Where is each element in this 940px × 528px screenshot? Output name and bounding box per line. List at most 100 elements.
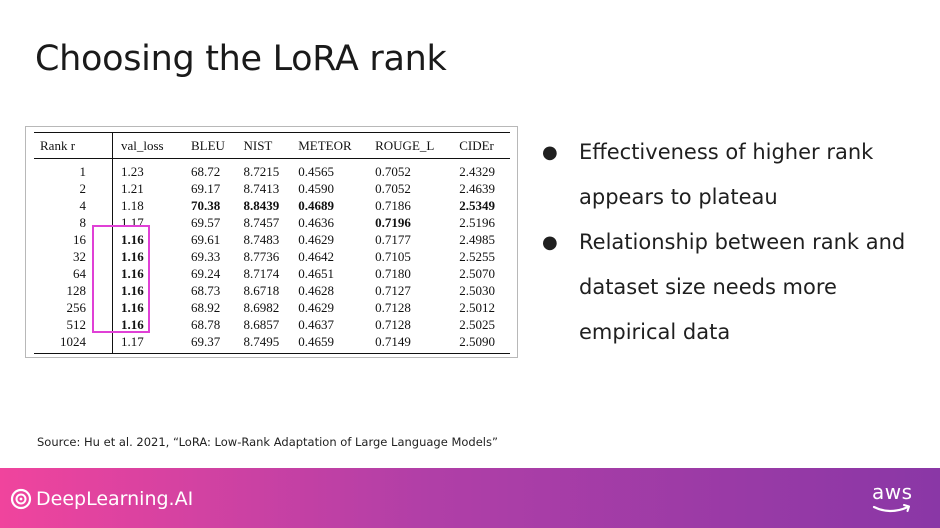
cell-val-loss: 1.23 [121,164,144,179]
bullet-item: ● Relationship between rank and dataset … [540,220,930,355]
cell-meteor: 0.4651 [298,266,334,281]
cell-rouge-l: 0.7186 [375,198,411,213]
cell-nist: 8.7495 [243,334,280,349]
cell-cider: 2.5070 [459,266,495,281]
cell-bleu: 69.57 [191,215,221,230]
cell-val-loss: 1.21 [121,181,144,196]
cell-rank: 1024 [34,333,113,354]
cell-cider: 2.4985 [459,232,495,247]
cell-nist: 8.7413 [243,181,280,196]
cell-meteor: 0.4642 [298,249,334,264]
bullet-dot-icon: ● [542,142,558,163]
cell-meteor: 0.4637 [298,317,334,332]
table-row: 16 1.16 69.61 8.7483 0.4629 0.7177 2.498… [34,231,510,248]
cell-bleu: 68.92 [191,300,221,315]
cell-rouge-l: 0.7149 [375,334,411,349]
cell-rouge-l: 0.7196 [371,214,455,231]
cell-cider: 2.5030 [459,283,495,298]
cell-meteor: 0.4565 [298,164,334,179]
table-header-row: Rank r val_loss BLEU NIST METEOR ROUGE_L… [34,132,510,159]
cell-val-loss-best: 1.16 [121,317,144,332]
cell-bleu: 69.33 [191,249,221,264]
cell-meteor: 0.4628 [298,283,334,298]
cell-cider: 2.4639 [459,181,495,196]
cell-rouge-l: 0.7128 [375,317,411,332]
cell-val-loss-best: 1.16 [121,232,144,247]
deeplearning-ai-logo: DeepLearning.AI [10,488,193,510]
cell-cider: 2.5012 [459,300,495,315]
cell-rank: 128 [34,282,113,299]
source-citation: Source: Hu et al. 2021, “LoRA: Low-Rank … [37,435,498,449]
table-row: 128 1.16 68.73 8.6718 0.4628 0.7127 2.50… [34,282,510,299]
table-row: 2 1.21 69.17 8.7413 0.4590 0.7052 2.4639 [34,180,510,197]
cell-val-loss: 1.16 [113,282,188,299]
cell-rank: 64 [34,265,113,282]
deeplearning-ai-icon [10,488,32,510]
cell-nist: 8.7736 [243,249,280,264]
table-row: 64 1.16 69.24 8.7174 0.4651 0.7180 2.507… [34,265,510,282]
cell-cider: 2.5349 [455,197,510,214]
cell-nist: 8.6857 [243,317,280,332]
cell-nist: 8.7483 [243,232,280,247]
cell-meteor: 0.4629 [298,232,334,247]
bullet-item: ● Effectiveness of higher rank appears t… [540,130,930,220]
cell-val-loss: 1.18 [121,198,144,213]
results-table-figure: Rank r val_loss BLEU NIST METEOR ROUGE_L… [25,126,518,358]
cell-meteor: 0.4636 [298,215,334,230]
cell-val-loss: 1.17 [121,215,144,230]
table-row: 1 1.23 68.72 8.7215 0.4565 0.7052 2.4329 [34,158,510,180]
cell-rouge-l-best: 0.7196 [375,215,411,230]
bullet-text: Relationship between rank and dataset si… [579,230,906,344]
header-meteor: METEOR [298,137,352,153]
cell-cider: 2.5090 [459,334,495,349]
bullet-list: ● Effectiveness of higher rank appears t… [540,130,930,355]
cell-rank: 16 [34,231,113,248]
cell-bleu: 69.17 [191,181,221,196]
cell-meteor: 0.4629 [298,300,334,315]
cell-nist: 8.7174 [243,266,280,281]
bullet-text: Effectiveness of higher rank appears to … [579,140,874,209]
cell-rank: 32 [34,248,113,265]
slide-title: Choosing the LoRA rank [35,39,447,80]
cell-meteor: 0.4689 [294,197,371,214]
header-cider: CIDEr [459,137,494,153]
header-rank: Rank r [34,132,113,159]
cell-val-loss: 1.16 [113,248,188,265]
cell-rouge-l: 0.7052 [375,181,411,196]
table-row: 512 1.16 68.78 8.6857 0.4637 0.7128 2.50… [34,316,510,333]
cell-rouge-l: 0.7177 [375,232,411,247]
cell-nist: 8.6982 [243,300,280,315]
cell-rank: 1 [34,158,113,180]
cell-rouge-l: 0.7105 [375,249,411,264]
cell-rouge-l: 0.7128 [375,300,411,315]
table-row: 1024 1.17 69.37 8.7495 0.4659 0.7149 2.5… [34,333,510,354]
cell-bleu: 69.37 [191,334,221,349]
cell-val-loss: 1.16 [113,316,188,333]
header-rouge-l: ROUGE_L [375,137,435,153]
cell-rouge-l: 0.7180 [375,266,411,281]
cell-nist: 8.6718 [243,283,280,298]
cell-val-loss-best: 1.16 [121,266,144,281]
cell-rouge-l: 0.7127 [375,283,411,298]
header-bleu: BLEU [191,137,225,153]
cell-nist: 8.8439 [239,197,294,214]
cell-bleu: 70.38 [187,197,239,214]
cell-nist-best: 8.8439 [243,198,280,213]
cell-val-loss: 1.16 [113,299,188,316]
header-nist: NIST [243,137,273,153]
cell-rouge-l: 0.7052 [375,164,411,179]
cell-bleu: 68.72 [191,164,221,179]
cell-val-loss-best: 1.16 [121,283,144,298]
cell-bleu: 68.73 [191,283,221,298]
cell-cider: 2.4329 [459,164,495,179]
table-row: 4 1.18 70.38 8.8439 0.4689 0.7186 2.5349 [34,197,510,214]
cell-val-loss: 1.17 [121,334,144,349]
bullet-dot-icon: ● [542,232,558,253]
cell-rank: 8 [34,214,113,231]
cell-rank: 4 [34,197,113,214]
cell-rank: 512 [34,316,113,333]
table-row: 256 1.16 68.92 8.6982 0.4629 0.7128 2.50… [34,299,510,316]
lora-rank-results-table: Rank r val_loss BLEU NIST METEOR ROUGE_L… [34,132,510,354]
table-row: 32 1.16 69.33 8.7736 0.4642 0.7105 2.525… [34,248,510,265]
cell-meteor-best: 0.4689 [298,198,334,213]
